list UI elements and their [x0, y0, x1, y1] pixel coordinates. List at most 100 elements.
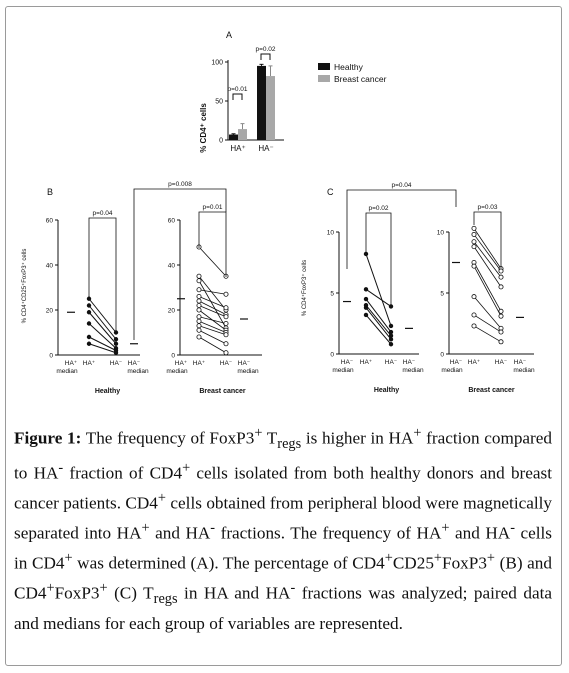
data-point	[223, 320, 229, 326]
paired-line	[473, 234, 502, 272]
group-label: Healthy	[374, 387, 399, 394]
x-tick-label: HA⁻	[110, 360, 123, 367]
x-sub-label: median	[127, 368, 149, 375]
data-point	[498, 329, 504, 335]
x-sub-label: median	[332, 367, 354, 374]
caption-superscript: -	[290, 580, 296, 597]
pvalue-bracket	[198, 211, 227, 277]
paired-line	[198, 320, 227, 333]
data-point	[471, 239, 477, 245]
panel-a-pvalue: p=0.02	[255, 46, 275, 53]
between-group-bracket	[133, 188, 227, 340]
y-tick-label: 5	[330, 291, 334, 298]
y-tick-label: 40	[168, 263, 176, 270]
panel-a-legend-label: Breast cancer	[334, 74, 387, 84]
x-tick-label: HA⁻	[128, 360, 141, 367]
data-point	[471, 294, 477, 300]
panel-a-letter: A	[226, 30, 232, 40]
pvalue-label: p=0.04	[92, 210, 112, 217]
panel-a-y-tick-label: 100	[211, 60, 223, 67]
x-tick-label: HA⁻	[450, 359, 463, 366]
data-point	[223, 314, 229, 320]
data-point	[223, 332, 229, 338]
paired-line	[198, 305, 227, 318]
caption-superscript: +	[486, 550, 496, 567]
data-point	[471, 231, 477, 237]
y-tick-label: 10	[437, 230, 445, 237]
data-point	[471, 225, 477, 231]
data-point	[196, 307, 202, 313]
data-point	[498, 284, 504, 290]
x-tick-label: HA⁻	[403, 359, 416, 366]
paired-line	[198, 246, 227, 277]
data-point	[498, 308, 504, 314]
caption-superscript: -	[58, 460, 64, 477]
paired-line	[365, 307, 392, 340]
x-tick-label: HA⁺	[360, 359, 373, 366]
data-point	[498, 268, 504, 274]
data-point	[388, 342, 394, 347]
y-tick-label: 0	[49, 353, 53, 360]
data-point	[86, 321, 92, 326]
pvalue-label: p=0.02	[368, 205, 388, 212]
data-point	[498, 274, 504, 280]
pvalue-bracket	[473, 211, 502, 268]
caption-subscript: regs	[153, 591, 178, 608]
x-tick-label: HA⁺	[175, 360, 188, 367]
y-tick-label: 20	[46, 308, 54, 315]
group-label: Healthy	[95, 388, 120, 395]
paired-line	[198, 316, 227, 324]
data-point	[223, 341, 229, 347]
data-point	[363, 296, 369, 302]
panel-a-bar	[229, 134, 238, 140]
paired-line	[88, 298, 117, 333]
x-tick-label: HA⁻	[220, 360, 233, 367]
caption-subscript: regs	[277, 436, 302, 453]
data-point	[113, 350, 119, 355]
panel-a-bar	[266, 76, 275, 140]
paired-line	[88, 305, 117, 340]
caption-superscript: +	[64, 550, 73, 567]
x-tick-label: HA⁺	[83, 360, 96, 367]
group-label: Breast cancer	[199, 388, 246, 395]
y-tick-label: 20	[168, 308, 176, 315]
paired-line	[198, 280, 227, 329]
panel-a-bar	[257, 65, 266, 140]
data-point	[471, 263, 477, 269]
caption-superscript: +	[254, 425, 263, 441]
y-tick-label: 0	[440, 352, 444, 359]
x-tick-label: HA⁻	[495, 359, 508, 366]
paired-line	[365, 253, 392, 327]
data-point	[86, 303, 92, 308]
paired-line	[365, 298, 392, 333]
panel-a-legend-label: Healthy	[334, 62, 364, 72]
caption-superscript: +	[433, 550, 443, 567]
x-tick-label: HA⁻	[238, 360, 251, 367]
x-tick-label: HA⁻	[341, 359, 354, 366]
pvalue-label: p=0.01	[202, 204, 222, 211]
panel-a-y-tick-label: 0	[219, 138, 223, 145]
x-sub-label: median	[513, 367, 535, 374]
caption-superscript: +	[46, 580, 55, 597]
x-sub-label: median	[441, 367, 463, 374]
data-point	[363, 287, 369, 292]
paired-line	[88, 343, 117, 354]
caption-superscript: +	[182, 460, 191, 477]
paired-line	[473, 265, 502, 317]
data-point	[498, 313, 504, 319]
data-point	[86, 334, 92, 340]
panel-a-legend-swatch	[318, 75, 330, 82]
data-point	[223, 291, 229, 297]
panel-a-x-tick-label: HA⁺	[230, 144, 245, 153]
paired-line	[88, 311, 117, 345]
data-point	[471, 323, 477, 329]
between-group-pvalue: p=0.008	[168, 181, 192, 188]
x-sub-label: median	[166, 368, 188, 375]
data-point	[196, 334, 202, 340]
paired-line	[198, 336, 227, 354]
data-point	[196, 327, 202, 333]
paired-line	[88, 323, 117, 349]
panel-a-pvalue-bracket	[260, 53, 271, 60]
